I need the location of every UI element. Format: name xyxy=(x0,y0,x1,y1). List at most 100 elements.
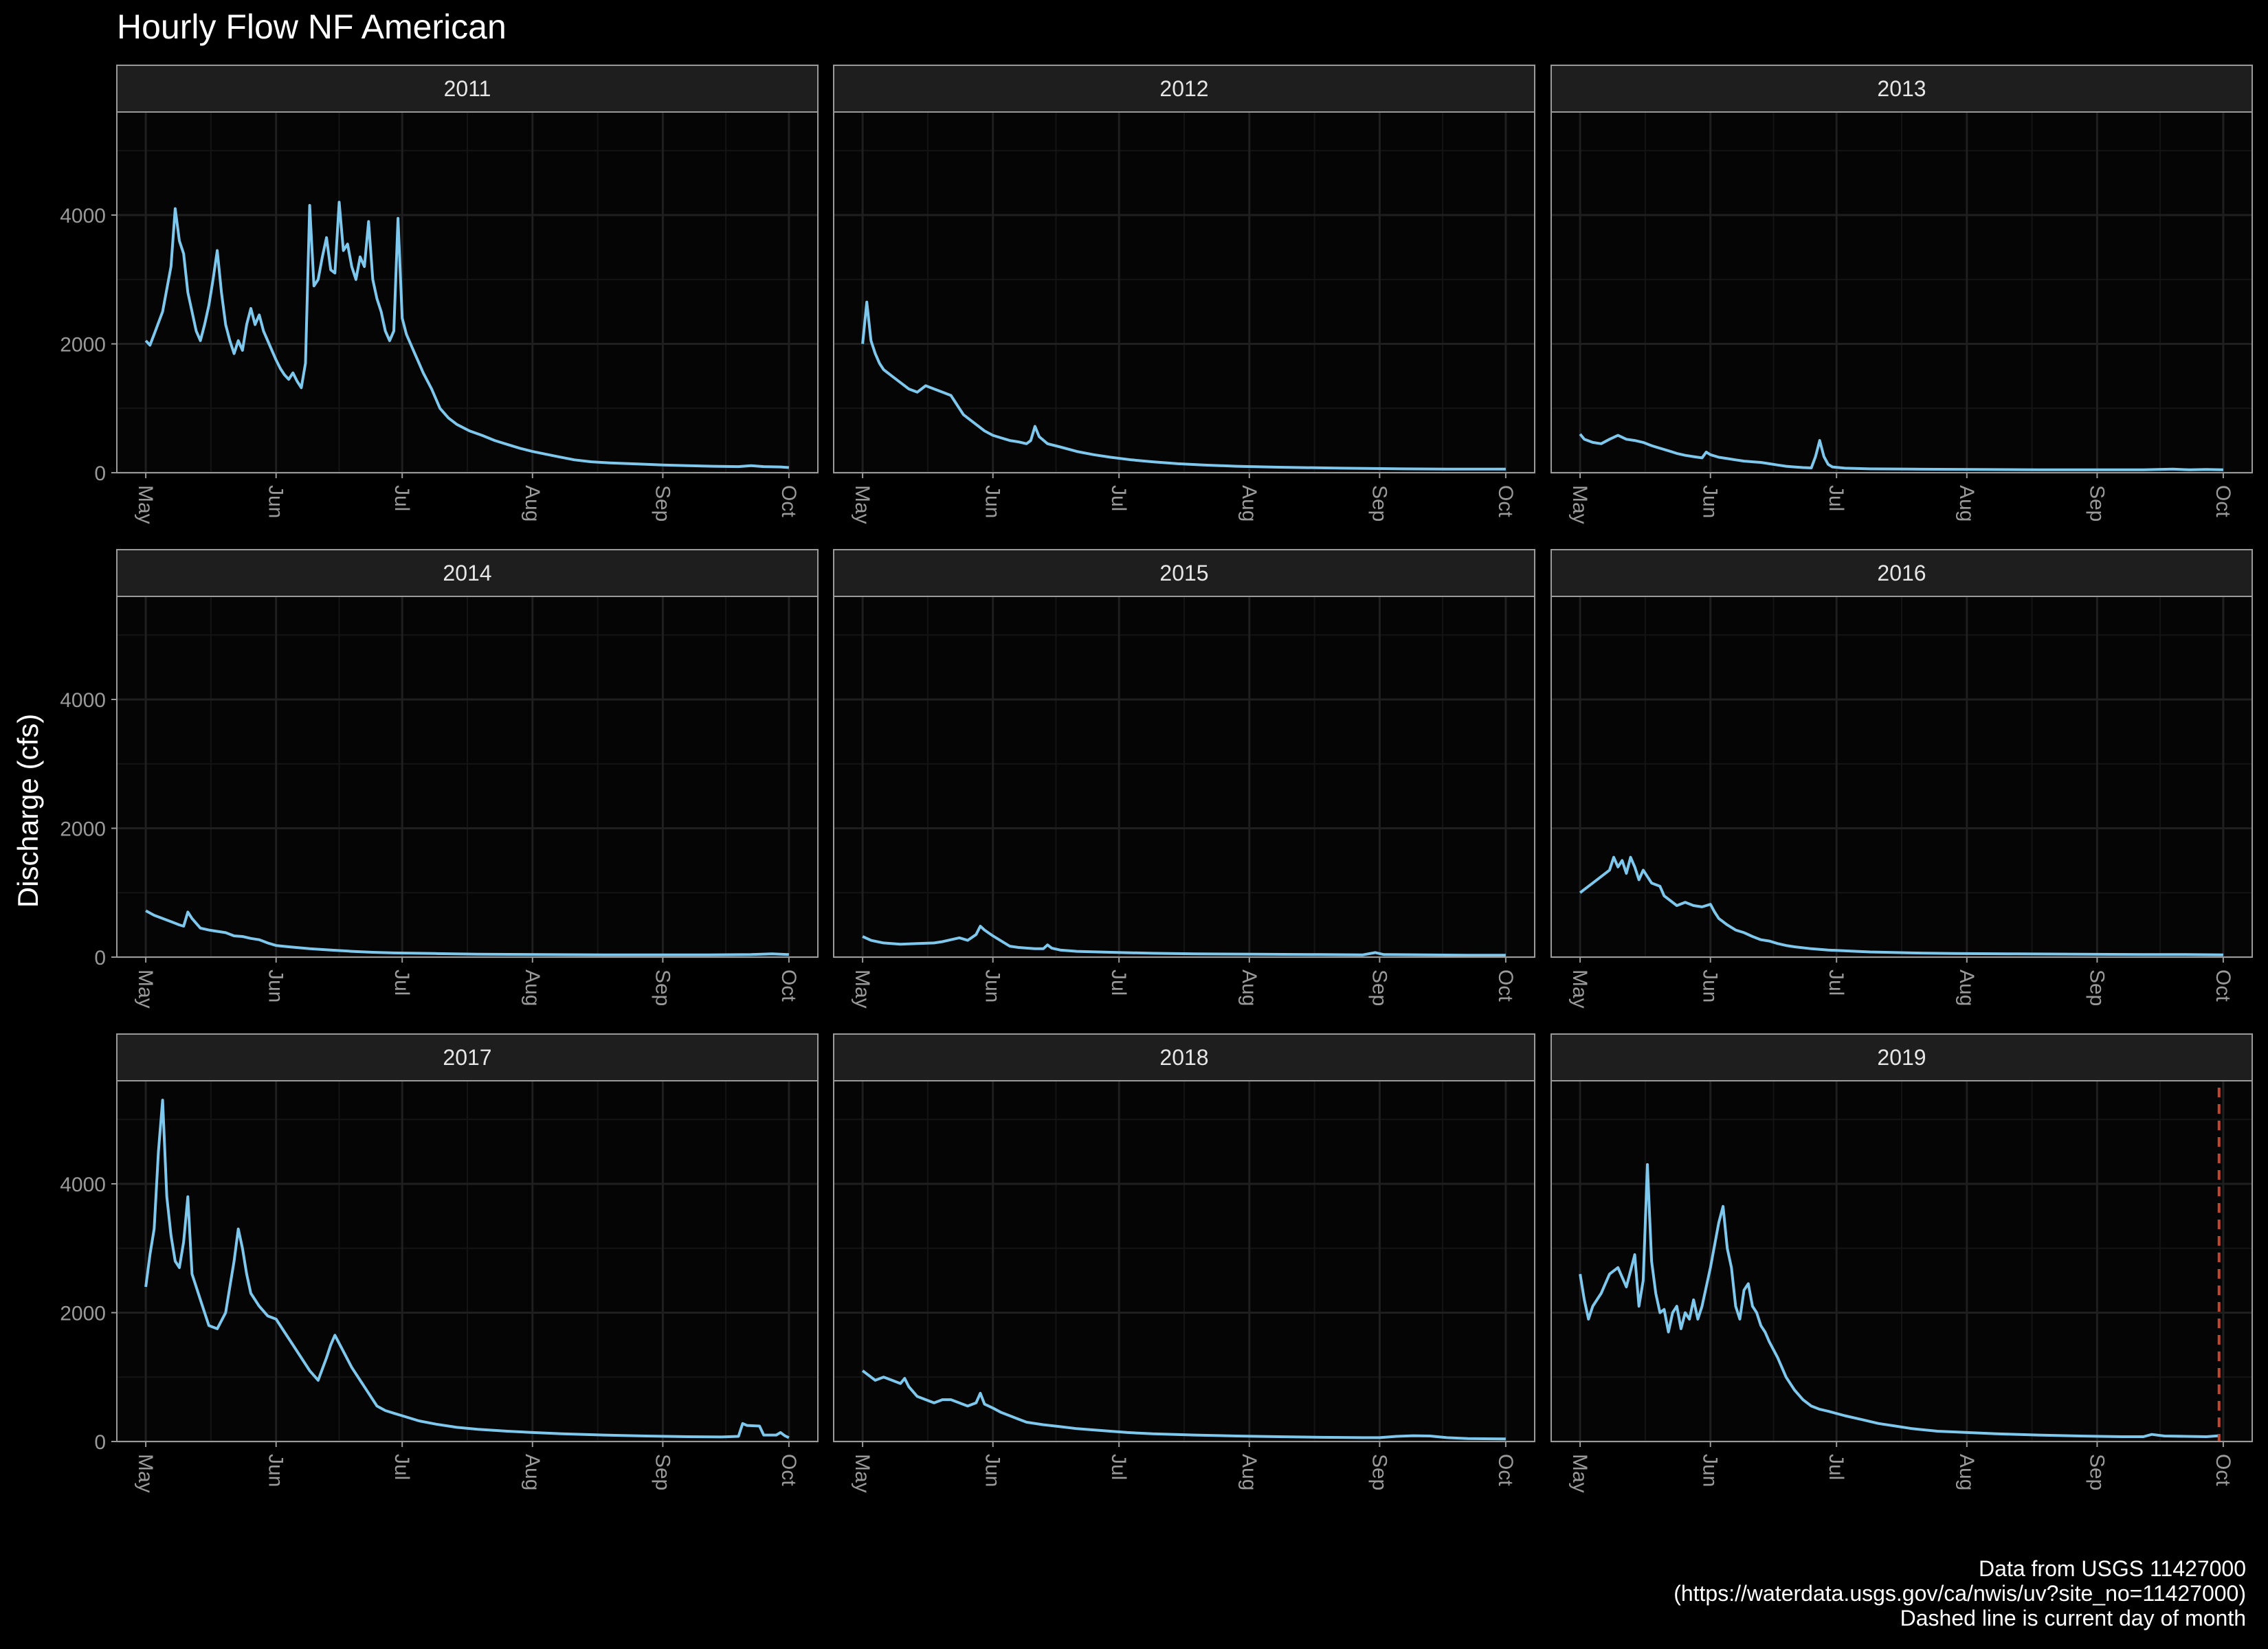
x-tick-label: Jul xyxy=(1825,969,1847,996)
x-tick-label: Jul xyxy=(1107,485,1130,511)
x-tick-label: Jul xyxy=(390,485,413,511)
x-tick-label: Oct xyxy=(777,969,800,1002)
facet-panels: 2011 0 2000 4000 May Jun Jul Aug Sep Oct 2012 May Ju… xyxy=(60,65,2253,1493)
flow-series-line xyxy=(861,1369,1506,1441)
facet-strip-label: 2013 xyxy=(1877,76,1926,101)
x-tick-label: Oct xyxy=(2212,485,2234,517)
x-tick-label: Sep xyxy=(2085,485,2108,521)
x-tick-label: Aug xyxy=(1955,485,1978,521)
flow-series-line xyxy=(144,1099,790,1439)
x-tick-label: Oct xyxy=(1494,485,1517,517)
facet-panel-2018: 2018 May Jun Jul Aug Sep Oct xyxy=(833,1033,1535,1493)
y-tick-label: 0 xyxy=(94,462,106,485)
facet-strip-label: 2019 xyxy=(1877,1045,1926,1070)
x-tick-label: Aug xyxy=(521,485,544,521)
y-tick-label: 4000 xyxy=(60,689,106,712)
x-tick-label: Jul xyxy=(390,969,413,996)
facet-strip xyxy=(116,1033,819,1081)
x-tick-label: Sep xyxy=(1368,485,1390,521)
x-tick-label: Sep xyxy=(651,969,674,1006)
x-tick-label: May xyxy=(851,1454,874,1493)
flow-series-line xyxy=(1579,433,2223,471)
x-tick-label: May xyxy=(851,969,874,1009)
x-tick-label: Jul xyxy=(390,1454,413,1480)
y-tick-label: 2000 xyxy=(60,334,106,357)
flow-series-line xyxy=(861,300,1506,471)
x-tick-label: Jun xyxy=(981,969,1004,1002)
x-tick-label: Sep xyxy=(1368,1454,1390,1490)
x-tick-label: Jun xyxy=(265,1454,287,1487)
x-tick-label: Jun xyxy=(1699,1454,1722,1487)
facet-panel-2019: 2019 May Jun Jul Aug Sep Oct xyxy=(1550,1033,2253,1493)
x-tick-label: Aug xyxy=(1238,485,1260,521)
chart-title: Hourly Flow NF American xyxy=(117,8,507,46)
facet-strip-label: 2018 xyxy=(1159,1045,1208,1070)
x-tick-label: Oct xyxy=(777,1454,800,1486)
x-tick-label: Jun xyxy=(1699,969,1722,1002)
x-tick-label: Jun xyxy=(265,969,287,1002)
facet-strip xyxy=(1550,549,2253,597)
flow-series-line xyxy=(1579,1163,2219,1438)
x-tick-label: Jul xyxy=(1825,1454,1847,1480)
x-tick-label: Oct xyxy=(1494,969,1517,1002)
x-tick-label: Jul xyxy=(1107,1454,1130,1480)
x-tick-label: Aug xyxy=(1238,969,1260,1006)
facet-strip-label: 2012 xyxy=(1159,76,1208,101)
caption-line-url: (https://waterdata.usgs.gov/ca/nwis/uv?s… xyxy=(1674,1581,2246,1606)
x-tick-label: May xyxy=(134,485,157,524)
x-tick-label: Jun xyxy=(981,1454,1004,1487)
caption-line-dashed-note: Dashed line is current day of month xyxy=(1900,1606,2246,1630)
x-tick-label: May xyxy=(134,969,157,1009)
x-tick-label: Jul xyxy=(1825,485,1847,511)
facet-strip-label: 2015 xyxy=(1159,561,1208,585)
facet-panel-2015: 2015 May Jun Jul Aug Sep Oct xyxy=(833,549,1535,1009)
facet-panel-2017: 2017 0 2000 4000 May Jun Jul Aug Sep Oct xyxy=(60,1033,819,1493)
x-tick-label: Aug xyxy=(1238,1454,1260,1490)
x-tick-label: Oct xyxy=(777,485,800,517)
x-tick-label: Jun xyxy=(265,485,287,518)
y-tick-label: 2000 xyxy=(60,818,106,841)
y-tick-label: 0 xyxy=(94,1431,106,1454)
x-tick-label: Jun xyxy=(1699,485,1722,518)
x-tick-label: Jun xyxy=(981,485,1004,518)
x-tick-label: Sep xyxy=(2085,969,2108,1006)
x-tick-label: May xyxy=(1568,969,1591,1009)
x-tick-label: Sep xyxy=(651,1454,674,1490)
x-tick-label: Sep xyxy=(2085,1454,2108,1490)
x-tick-label: May xyxy=(1568,485,1591,524)
facet-strip xyxy=(1550,1033,2253,1081)
x-tick-label: May xyxy=(851,485,874,524)
x-tick-label: Aug xyxy=(1955,1454,1978,1490)
x-tick-label: Aug xyxy=(521,969,544,1006)
facet-panel-2013: 2013 May Jun Jul Aug Sep Oct xyxy=(1550,65,2253,524)
facet-strip-label: 2016 xyxy=(1877,561,1926,585)
facet-strip-label: 2017 xyxy=(443,1045,491,1070)
facet-strip xyxy=(116,549,819,597)
x-tick-label: May xyxy=(1568,1454,1591,1493)
facet-strip xyxy=(833,65,1535,113)
facet-panel-2016: 2016 May Jun Jul Aug Sep Oct xyxy=(1550,549,2253,1009)
x-tick-label: Oct xyxy=(2212,969,2234,1002)
caption: Data from USGS 11427000 (https://waterda… xyxy=(1674,1556,2246,1630)
facet-strip xyxy=(833,1033,1535,1081)
facet-strip-label: 2014 xyxy=(443,561,491,585)
x-tick-label: Oct xyxy=(2212,1454,2234,1486)
facet-strip xyxy=(116,65,819,113)
x-tick-label: Jul xyxy=(1107,969,1130,996)
facet-panel-2011: 2011 0 2000 4000 May Jun Jul Aug Sep Oct xyxy=(60,65,819,524)
y-tick-label: 2000 xyxy=(60,1303,106,1325)
facet-panel-2014: 2014 0 2000 4000 May Jun Jul Aug Sep Oct xyxy=(60,549,819,1009)
x-tick-label: May xyxy=(134,1454,157,1493)
flow-series-line xyxy=(1579,855,2223,956)
x-tick-label: Aug xyxy=(521,1454,544,1490)
y-axis-label: Discharge (cfs) xyxy=(12,714,44,908)
x-tick-label: Aug xyxy=(1955,969,1978,1006)
flow-series-line xyxy=(862,925,1506,957)
facet-panel-2012: 2012 May Jun Jul Aug Sep Oct xyxy=(833,65,1535,524)
y-tick-label: 0 xyxy=(94,947,106,969)
y-tick-label: 4000 xyxy=(60,1174,106,1196)
x-tick-label: Sep xyxy=(1368,969,1390,1006)
flow-series-line xyxy=(145,909,789,956)
